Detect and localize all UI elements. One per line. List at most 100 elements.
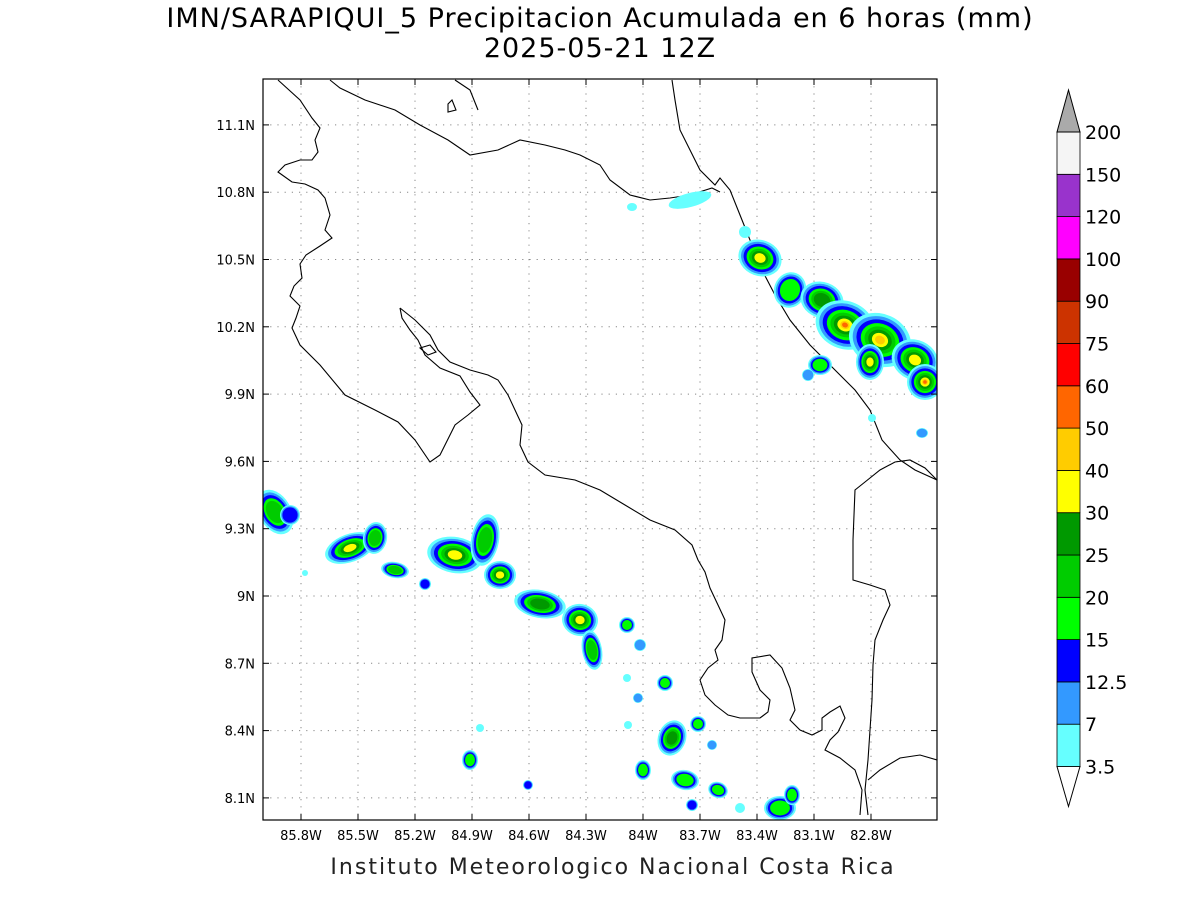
precip-contour: [739, 226, 751, 238]
lon-tick-label: 85.5W: [337, 829, 379, 844]
precip-contour: [812, 358, 828, 372]
map-title: IMN/SARAPIQUI_5 Precipitacion Acumulada …: [166, 3, 1034, 34]
precip-contour: [779, 278, 801, 302]
precip-contour: [420, 579, 430, 589]
colorbar-swatch: [1056, 258, 1081, 302]
colorbar-label: 20: [1085, 587, 1109, 609]
precip-contour: [465, 753, 475, 767]
colorbar-swatch: [1056, 216, 1081, 260]
lake-nicaragua: [454, 79, 479, 111]
precip-contour: [770, 800, 790, 816]
coastline-caribbean: [671, 79, 937, 481]
colorbar-swatch: [1056, 300, 1081, 344]
precip-contour: [802, 369, 814, 381]
colorbar-swatch: [1056, 427, 1081, 471]
precip-contour: [368, 530, 382, 546]
lon-tick-label: 84W: [628, 829, 658, 844]
border-nicaragua: [329, 79, 721, 201]
precip-contour: [916, 428, 928, 438]
colorbar-swatch: [1056, 596, 1081, 640]
lat-tick-label: 9.9N: [225, 388, 255, 403]
precip-contour: [813, 292, 831, 308]
colorbar-label: 120: [1085, 207, 1121, 229]
colorbar: 3.5 7 12.5 15 20 25 30 40 50 60 75 90 100 120 150 200: [1056, 88, 1127, 809]
colorbar-label: 7: [1085, 714, 1097, 736]
precip-contour: [524, 781, 532, 789]
axis-ticks: 11.1N 10.8N 10.5N 10.2N 9.9N 9.6N 9.3N 9N 8.7N 8.…: [216, 79, 937, 844]
coastline: [277, 79, 937, 816]
precip-contour: [707, 740, 717, 750]
precip-contour: [866, 357, 874, 367]
precip-contour: [735, 803, 745, 813]
precip-contour: [787, 788, 797, 802]
lon-tick-label: 85.2W: [394, 829, 436, 844]
colorbar-swatch: [1056, 512, 1081, 556]
precip-contour: [711, 784, 725, 796]
colorbar-label: 150: [1085, 164, 1121, 186]
precip-contour: [624, 721, 632, 729]
precip-contour: [575, 615, 585, 625]
precip-contour: [754, 253, 766, 263]
precip-contour: [634, 639, 646, 651]
lon-tick-label: 83.1W: [793, 829, 835, 844]
colorbar-swatch: [1056, 173, 1081, 218]
lat-tick-label: 8.4N: [225, 725, 255, 740]
colorbar-label: 3.5: [1085, 757, 1115, 779]
precip-contour: [343, 543, 357, 553]
precip-contour: [302, 570, 308, 576]
island-outline: [447, 99, 457, 113]
precip-contour: [633, 693, 643, 703]
lon-tick-label: 82.8W: [850, 829, 892, 844]
precip-contour: [476, 724, 484, 732]
colorbar-label: 15: [1085, 630, 1109, 652]
colorbar-label: 75: [1085, 334, 1109, 356]
colorbar-lower-arrow: [1056, 766, 1081, 809]
colorbar-label: 40: [1085, 460, 1109, 482]
colorbar-label: 90: [1085, 291, 1109, 313]
colorbar-swatch: [1056, 554, 1081, 598]
lon-tick-label: 83.7W: [679, 829, 721, 844]
lat-tick-label: 8.1N: [225, 792, 255, 807]
precip-contour: [868, 414, 876, 422]
colorbar-swatch: [1056, 131, 1081, 175]
lon-tick-label: 84.3W: [565, 829, 607, 844]
colorbar-upper-arrow: [1056, 88, 1081, 133]
precip-contour: [908, 354, 922, 366]
lon-tick-label: 84.9W: [451, 829, 493, 844]
precipitation-field: [263, 191, 937, 820]
precip-contour: [875, 335, 885, 345]
precip-contour: [923, 380, 927, 384]
precip-contour: [388, 565, 402, 575]
precip-contour: [530, 598, 550, 610]
colorbar-label: 50: [1085, 418, 1109, 440]
precip-contour: [586, 640, 598, 660]
colorbar-swatch: [1056, 681, 1081, 725]
coastline-gulf: [399, 307, 863, 816]
colorbar-swatch: [1056, 639, 1081, 683]
lat-tick-label: 11.1N: [216, 119, 255, 134]
precip-contour: [623, 674, 631, 682]
colorbar-label: 100: [1085, 249, 1121, 271]
precip-contour: [265, 500, 285, 524]
lon-tick-label: 83.4W: [736, 829, 778, 844]
colorbar-swatch: [1056, 469, 1081, 514]
colorbar-label: 12.5: [1085, 672, 1127, 694]
colorbar-swatch: [1056, 385, 1081, 429]
lat-tick-label: 10.5N: [216, 254, 255, 269]
coastline-north: [277, 79, 481, 463]
precip-contour: [638, 763, 648, 777]
lon-tick-label: 84.6W: [508, 829, 550, 844]
precip-contour: [622, 620, 632, 630]
precip-contour: [687, 800, 697, 810]
precip-contour: [477, 527, 493, 553]
colorbar-label: 200: [1085, 122, 1121, 144]
colorbar-swatch: [1056, 723, 1081, 767]
colorbar-label: 25: [1085, 545, 1109, 567]
lat-tick-label: 8.7N: [225, 657, 255, 672]
colorbar-label: 60: [1085, 376, 1109, 398]
coastline-panama: [852, 459, 937, 816]
colorbar-swatch: [1056, 343, 1081, 387]
precip-contour: [842, 322, 848, 328]
lat-tick-label: 10.8N: [216, 186, 255, 201]
